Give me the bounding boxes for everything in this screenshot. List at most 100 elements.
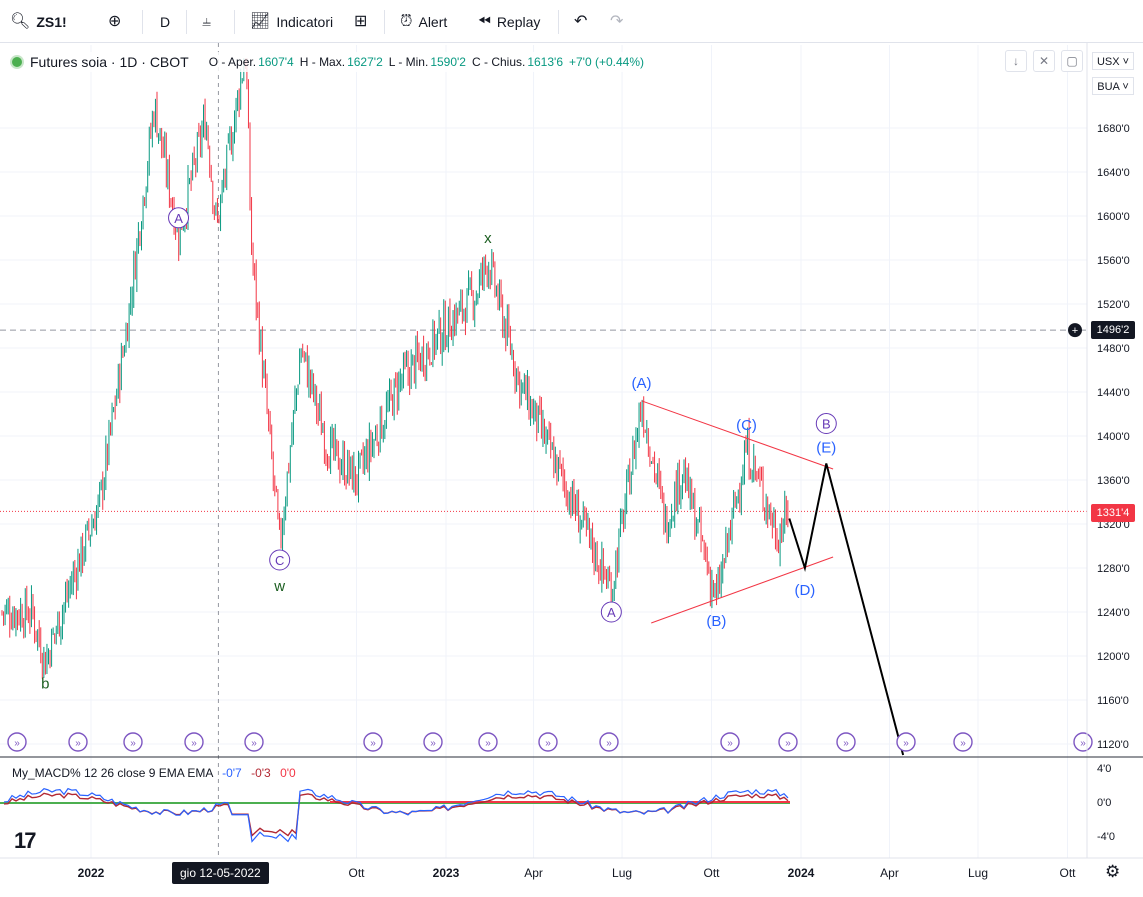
templates-button[interactable]: ⊞ <box>354 11 367 33</box>
low-label: L - Min. <box>388 55 429 69</box>
macd-legend[interactable]: My_MACD% 12 26 close 9 EMA EMA -0'7 -0'3… <box>12 766 296 780</box>
alert-button[interactable]: ⏰︎ Alert <box>400 11 447 33</box>
soybean-logo-icon <box>10 55 24 69</box>
fullscreen-button[interactable]: ▢ <box>1061 50 1083 72</box>
event-marker-icon <box>423 732 443 752</box>
alert-label: Alert <box>418 14 448 30</box>
wave-label-circle <box>815 413 837 434</box>
wave-label-circle <box>168 207 190 229</box>
undo-icon: ↶ <box>574 13 588 30</box>
tradingview-logo: 17 <box>14 828 37 853</box>
close-icon: ✕ <box>1038 54 1050 68</box>
settings-gear-icon[interactable]: ⚙ <box>1105 862 1121 881</box>
replay-button[interactable]: ⏪︎ Replay <box>478 11 540 33</box>
redo-button[interactable]: ↷ <box>610 11 623 33</box>
last-price-tag: 1331'4 <box>1091 504 1135 522</box>
low-value: 1590'2 <box>430 55 466 69</box>
currency-selector[interactable]: USX ˅ <box>1092 52 1134 70</box>
wave-trendline <box>641 400 834 470</box>
wave-label: (D) <box>794 582 815 599</box>
interval-button[interactable]: D <box>160 11 170 33</box>
open-label: O - Aper. <box>208 55 257 69</box>
wave-label: (B) <box>706 613 726 630</box>
fullscreen-icon: ▢ <box>1066 54 1078 68</box>
event-marker-icon <box>778 732 798 752</box>
event-glyph: » <box>606 738 612 749</box>
event-glyph: » <box>843 738 849 749</box>
time-tick-label: Ott <box>704 866 721 880</box>
price-tick-label: 1400'0 <box>1097 431 1130 443</box>
wave-trendline <box>651 556 834 624</box>
wave-label: A <box>174 211 183 226</box>
time-tick-label: Ott <box>1059 866 1076 880</box>
crosshair-price-value: 1496'2 <box>1096 324 1130 336</box>
scroll-down-button[interactable]: ↓ <box>1005 50 1027 72</box>
price-tick-label: 1280'0 <box>1097 563 1130 575</box>
price-tick-label: 1320'0 <box>1097 519 1130 531</box>
indicators-icon: 📈︎ <box>250 13 271 30</box>
price-tick-label: 1680'0 <box>1097 123 1130 135</box>
high-value: 1627'2 <box>347 55 383 69</box>
rewind-icon: ⏪︎ <box>478 13 491 30</box>
grid-icon: ⊞ <box>354 13 368 30</box>
wave-label: w <box>273 578 285 595</box>
last-price-value: 1331'4 <box>1096 507 1130 519</box>
macd-value: -0'7 <box>222 766 242 780</box>
top-toolbar: 🔍︎ ZS1! ⊕ D ⫨ 📈︎ Indicatori ⊞ ⏰︎ Alert ⏪… <box>0 0 1143 43</box>
plus-glyph: + <box>1072 325 1078 337</box>
axes: 1680'0 1640'0 1600'0 1560'0 1520'0 1480'0 1440… <box>0 43 1143 880</box>
macd-tick-label: -4'0 <box>1097 831 1115 843</box>
add-plus-icon <box>1068 323 1082 338</box>
macd-line <box>3 787 789 843</box>
wave-label: (A) <box>631 375 651 392</box>
wave-label: (E) <box>816 440 836 457</box>
event-marker-icon <box>184 732 204 752</box>
projection-path <box>788 463 905 756</box>
chart-type-button[interactable]: ⫨ <box>202 11 211 33</box>
undo-button[interactable]: ↶ <box>574 11 587 33</box>
search-icon: 🔍︎ <box>10 13 31 30</box>
replay-label: Replay <box>496 14 541 30</box>
event-markers: » » » » » » » » » » » » » » » » <box>7 732 1093 752</box>
event-glyph: » <box>191 738 197 749</box>
price-tick-label: 1640'0 <box>1097 167 1130 179</box>
price-tick-label: 1200'0 <box>1097 651 1130 663</box>
price-tick-label: 1600'0 <box>1097 211 1130 223</box>
arrow-down-icon: ↓ <box>1013 54 1019 68</box>
horizontal-lines: + <box>0 43 1087 858</box>
event-glyph: » <box>903 738 909 749</box>
time-tick-label: Lug <box>612 866 632 880</box>
event-marker-icon <box>538 732 558 752</box>
indicators-button[interactable]: 📈︎ Indicatori <box>250 11 333 33</box>
time-tick-label: 2023 <box>433 866 460 880</box>
unit-selector[interactable]: BUA ˅ <box>1092 77 1134 95</box>
symbol-search[interactable]: 🔍︎ ZS1! <box>10 11 67 33</box>
event-glyph: » <box>130 738 136 749</box>
wave-label: x <box>484 230 492 247</box>
event-marker-icon <box>836 732 856 752</box>
interval-label: D <box>160 14 171 30</box>
macd-tick-label: 0'0 <box>1097 797 1111 809</box>
unit-label: BUA <box>1097 81 1120 93</box>
event-glyph: » <box>1080 738 1086 749</box>
compare-button[interactable]: ⊕ <box>108 11 121 33</box>
event-glyph: » <box>14 738 20 749</box>
histogram-value: 0'0 <box>280 766 296 780</box>
open-value: 1607'4 <box>258 55 294 69</box>
time-tick-label: Ott <box>349 866 366 880</box>
price-tick-label: 1120'0 <box>1097 739 1129 751</box>
event-glyph: » <box>75 738 81 749</box>
toolbar-divider <box>234 10 235 34</box>
close-pane-button[interactable]: ✕ <box>1033 50 1055 72</box>
bars-icon: ⫨ <box>202 13 212 30</box>
macd-title: My_MACD% 12 26 close 9 EMA EMA <box>12 766 213 780</box>
event-marker-icon <box>478 732 498 752</box>
chevron-down-icon: ˅ <box>1122 81 1129 93</box>
indicators-label: Indicatori <box>276 14 334 30</box>
event-marker-icon <box>953 732 973 752</box>
event-glyph: » <box>545 738 551 749</box>
plus-circle-icon: ⊕ <box>108 13 122 30</box>
alarm-clock-icon: ⏰︎ <box>400 13 413 30</box>
event-marker-icon <box>363 732 383 752</box>
